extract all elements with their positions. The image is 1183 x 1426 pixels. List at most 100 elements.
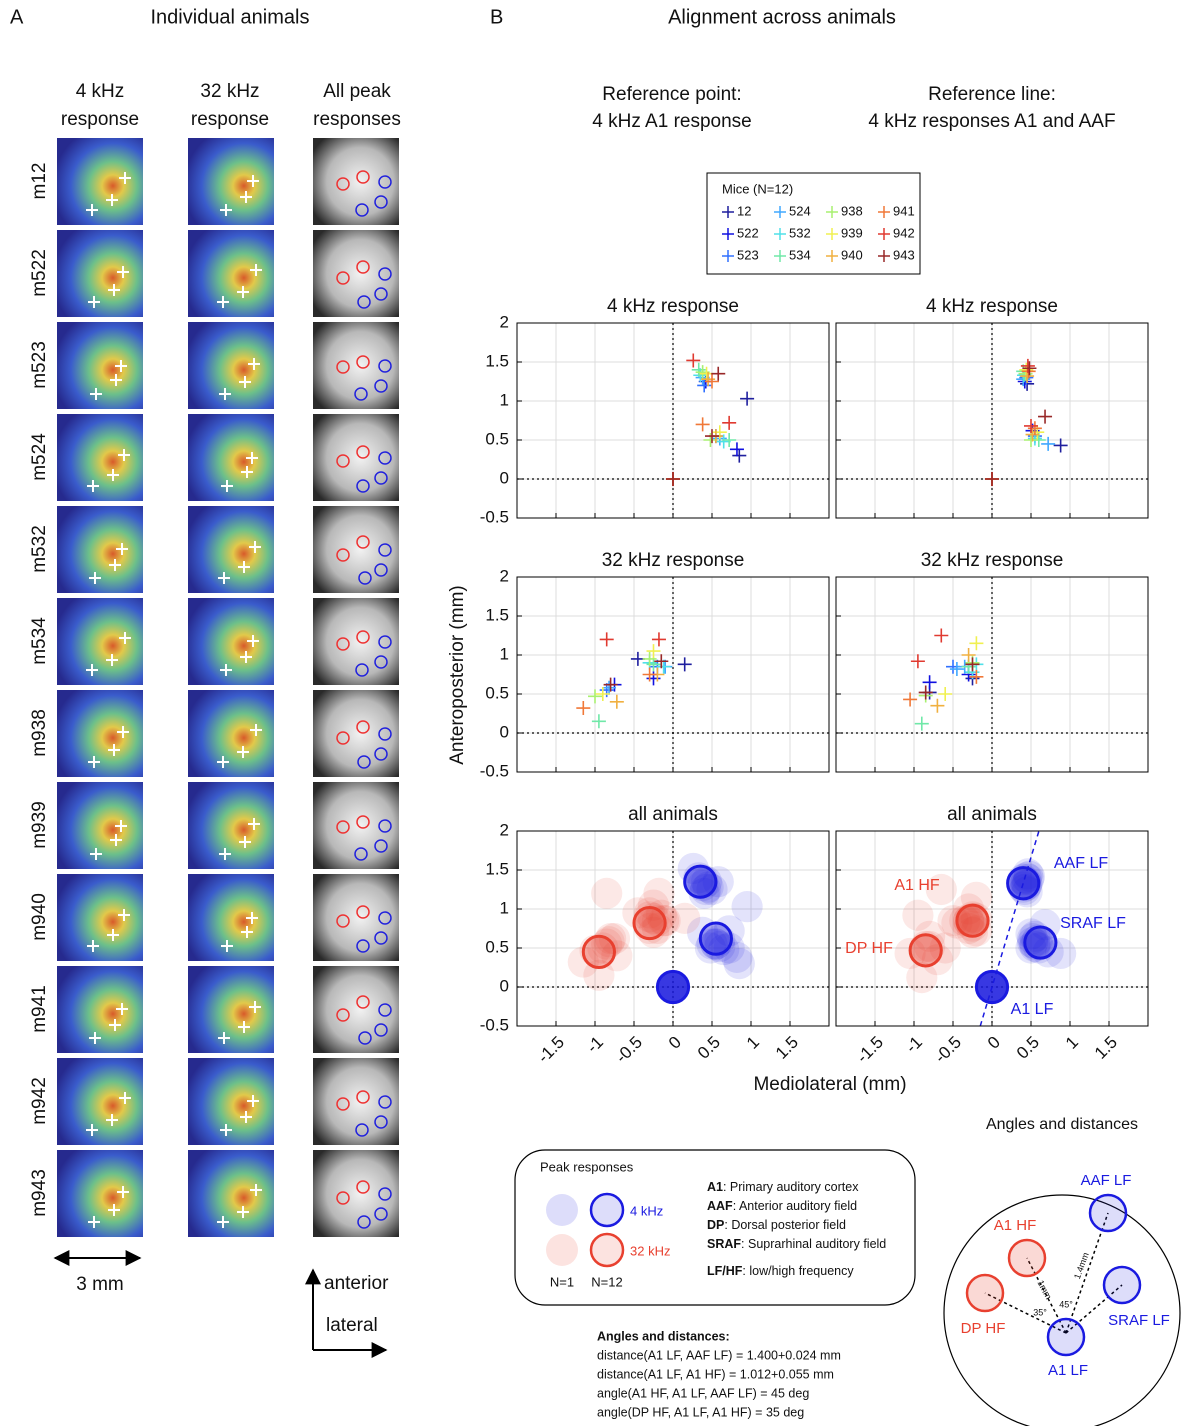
- brain-image: [57, 322, 143, 409]
- column-header: response: [61, 109, 139, 130]
- brain-image: [57, 1058, 143, 1145]
- diagram-label: AAF LF: [1081, 1172, 1132, 1189]
- panel-letter: A: [10, 6, 24, 28]
- brain-image: [188, 598, 274, 685]
- chart-title: 32 kHz response: [602, 550, 745, 571]
- summary-title: Angles and distances:: [597, 1329, 730, 1343]
- row-label: m940: [29, 893, 50, 941]
- legend-label: 4 kHz: [630, 1203, 663, 1218]
- legend-count: N=12: [591, 1274, 622, 1289]
- legend-label: 939: [841, 225, 863, 240]
- legend-label: 32 kHz: [630, 1243, 670, 1258]
- row-label: m943: [29, 1169, 50, 1217]
- brain-image: [313, 506, 399, 593]
- summary-line: distance(A1 LF, A1 HF) = 1.012+0.055 mm: [597, 1367, 834, 1381]
- brain-image: [313, 1150, 399, 1237]
- summary-line: angle(A1 HF, A1 LF, AAF LF) = 45 deg: [597, 1386, 809, 1400]
- brain-image: [313, 414, 399, 501]
- brain-image: [188, 138, 274, 225]
- legend-label: 941: [893, 203, 915, 218]
- direction-label: anterior: [324, 1273, 389, 1294]
- y-tick-label: 1.5: [485, 605, 509, 624]
- diagram-label: A1 LF: [1048, 1362, 1088, 1379]
- definition-text: : Primary auditory cortex: [723, 1180, 859, 1194]
- legend-symbol: [591, 1234, 623, 1266]
- summary-line: distance(A1 LF, AAF LF) = 1.400+0.024 mm: [597, 1348, 841, 1362]
- chart-title: all animals: [628, 804, 718, 825]
- y-tick-label: 0: [500, 976, 509, 995]
- y-tick-label: -0.5: [480, 761, 509, 780]
- brain-image: [57, 690, 143, 777]
- y-tick-label: -0.5: [480, 507, 509, 526]
- brain-image: [188, 414, 274, 501]
- y-tick-label: -0.5: [480, 1015, 509, 1034]
- brain-image: [313, 690, 399, 777]
- definition-text: : Dorsal posterior field: [724, 1218, 846, 1232]
- diagram-angle: 35°: [1033, 1307, 1047, 1317]
- legend-label: 523: [737, 247, 759, 262]
- diagram-node: [1009, 1240, 1045, 1276]
- brain-image: [57, 966, 143, 1053]
- brain-image: [57, 782, 143, 869]
- brain-image: [188, 506, 274, 593]
- panel-title: Alignment across animals: [668, 6, 896, 28]
- brain-image: [57, 598, 143, 685]
- y-tick-label: 0: [500, 468, 509, 487]
- diagram-node: [967, 1275, 1003, 1311]
- chart-title: all animals: [947, 804, 1037, 825]
- column-header: Reference line:: [928, 84, 1056, 105]
- row-label: m941: [29, 985, 50, 1033]
- brain-image: [57, 1150, 143, 1237]
- diagram-node: [1090, 1195, 1126, 1231]
- annotation: SRAF LF: [1060, 915, 1126, 932]
- diagram-title: Angles and distances: [986, 1116, 1138, 1133]
- annotation: DP HF: [845, 940, 893, 957]
- brain-image: [313, 874, 399, 961]
- column-header: responses: [313, 109, 401, 130]
- chart-title: 4 kHz response: [607, 296, 739, 317]
- definition: DP: Dorsal posterior field: [707, 1218, 846, 1232]
- row-label: m12: [29, 163, 50, 200]
- brain-image: [188, 230, 274, 317]
- definition: AAF: Anterior auditory field: [707, 1199, 857, 1213]
- y-tick-label: 1: [500, 390, 509, 409]
- legend-label: 522: [737, 225, 759, 240]
- mean-response: [685, 866, 716, 897]
- panel-title: Individual animals: [151, 6, 310, 28]
- diagram-node: [1104, 1267, 1140, 1303]
- row-label: m942: [29, 1077, 50, 1125]
- row-label: m938: [29, 709, 50, 757]
- y-tick-label: 1.5: [485, 859, 509, 878]
- row-label: m522: [29, 249, 50, 297]
- brain-image: [57, 506, 143, 593]
- legend-label: 12: [737, 203, 751, 218]
- y-tick-label: 2: [500, 312, 509, 331]
- y-tick-label: 1.5: [485, 351, 509, 370]
- y-tick-label: 1: [500, 644, 509, 663]
- brain-image: [57, 230, 143, 317]
- mean-response: [910, 935, 941, 966]
- diagram-label: SRAF LF: [1108, 1312, 1170, 1329]
- y-tick-label: 0: [500, 722, 509, 741]
- legend-label: 534: [789, 247, 811, 262]
- legend-symbol: [546, 1194, 578, 1226]
- definition-text: : Anterior auditory field: [733, 1199, 857, 1213]
- mean-response: [634, 907, 665, 938]
- row-label: m534: [29, 617, 50, 665]
- direction-label: lateral: [326, 1315, 378, 1336]
- annotation: A1 LF: [1011, 1001, 1054, 1018]
- brain-image: [313, 966, 399, 1053]
- brain-image: [188, 782, 274, 869]
- row-label: m523: [29, 341, 50, 389]
- brain-image: [57, 414, 143, 501]
- brain-image: [188, 322, 274, 409]
- single-response: [902, 900, 933, 931]
- column-header: Reference point:: [602, 84, 741, 105]
- mean-response: [583, 936, 614, 967]
- brain-image: [57, 138, 143, 225]
- legend-count: N=1: [550, 1274, 574, 1289]
- row-label: m532: [29, 525, 50, 573]
- column-header: 4 kHz responses A1 and AAF: [868, 111, 1115, 132]
- column-header: All peak: [323, 81, 391, 102]
- definition-term: A1: [707, 1180, 723, 1194]
